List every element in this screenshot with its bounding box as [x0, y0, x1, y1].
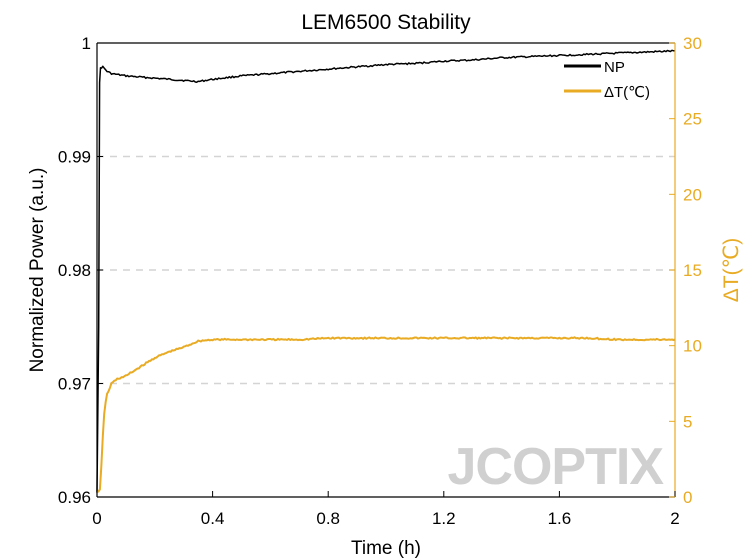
y-right-tick-label-4: 20	[683, 185, 702, 204]
y-right-tick-label-5: 25	[683, 110, 702, 129]
tick-layer: 0 0.4 0.8 1.2 1.6 20.960.970.980.991051015202…	[58, 34, 702, 528]
gridlines	[97, 155, 675, 385]
y-right-tick-label-2: 10	[683, 337, 702, 356]
x-axis-label: Time (h)	[351, 538, 421, 559]
x-tick-label-2: 0.8	[316, 509, 340, 528]
y-left-tick-label-0: 0.96	[58, 488, 91, 507]
x-tick-label-4: 1.6	[548, 509, 572, 528]
x-tick-label-3: 1.2	[432, 509, 456, 528]
y-left-tick-label-1: 0.97	[58, 375, 91, 394]
y-left-tick-label-2: 0.98	[58, 261, 91, 280]
series-line-np	[96, 49, 676, 493]
legend-label-delta-t: ΔT(℃)	[604, 84, 650, 101]
legend: NP ΔT(℃)	[564, 59, 650, 101]
y-right-tick-label-1: 5	[683, 412, 692, 431]
series-layer	[96, 49, 676, 493]
y-right-tick-label-6: 30	[683, 34, 702, 53]
y-right-tick-label-3: 15	[683, 261, 702, 280]
x-tick-label-5: 2	[670, 509, 679, 528]
series-line-delta-t	[96, 336, 676, 493]
y-left-tick-label-4: 1	[82, 34, 91, 53]
x-tick-label-1: 0.4	[201, 509, 225, 528]
y-axis-right-label: ΔT(℃)	[720, 238, 743, 302]
x-tick-label-0: 0	[92, 509, 101, 528]
watermark-logo: JCOPTIX	[448, 438, 665, 496]
y-right-tick-label-0: 0	[683, 488, 692, 507]
legend-label-np: NP	[604, 59, 625, 76]
y-axis-left-label: Normalized Power (a.u.)	[27, 168, 48, 373]
chart-title: LEM6500 Stability	[301, 11, 471, 34]
y-left-tick-label-3: 0.99	[58, 148, 91, 167]
